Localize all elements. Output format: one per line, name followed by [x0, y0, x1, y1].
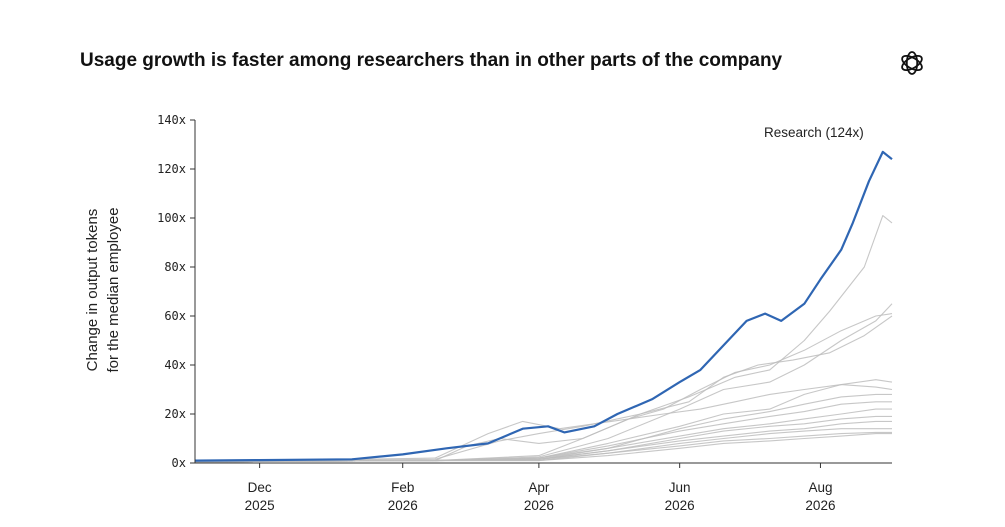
series-line-other — [194, 215, 893, 463]
chart-title: Usage growth is faster among researchers… — [80, 50, 783, 71]
x-tick-year: 2026 — [805, 498, 835, 513]
y-tick-label: 140x — [157, 113, 186, 127]
series-line-other — [194, 428, 892, 463]
y-axis-label-line-1: Change in output tokens — [84, 209, 101, 372]
x-tick-month: Dec — [248, 480, 272, 495]
series-line-other — [194, 393, 892, 463]
series-line-other — [194, 313, 893, 463]
y-axis-label-line-2: for the median employee — [105, 207, 122, 372]
y-tick-label: 80x — [164, 260, 186, 274]
series-line-other — [194, 384, 893, 463]
series-line-other — [194, 303, 893, 463]
series-line-research — [194, 150, 893, 462]
research-annotation: Research (124x) — [764, 125, 864, 140]
x-tick-month: Aug — [808, 480, 832, 495]
x-tick-month: Jun — [669, 480, 691, 495]
series-line-other — [194, 408, 892, 463]
y-tick-label: 0x — [172, 456, 186, 470]
y-tick-label: 100x — [157, 211, 186, 225]
x-tick-year: 2026 — [665, 498, 695, 513]
x-tick-month: Apr — [528, 480, 550, 495]
y-tick-label: 60x — [164, 309, 186, 323]
x-tick-year: 2026 — [388, 498, 418, 513]
openai-logo-icon — [901, 51, 923, 75]
series-line-other — [194, 415, 892, 463]
y-tick-label: 40x — [164, 358, 186, 372]
x-tick-year: 2026 — [524, 498, 554, 513]
x-tick-month: Feb — [391, 480, 414, 495]
series-line-other — [194, 433, 892, 463]
y-tick-label: 120x — [157, 162, 186, 176]
series-line-other — [194, 315, 893, 463]
y-tick-label: 20x — [164, 407, 186, 421]
x-tick-year: 2025 — [245, 498, 275, 513]
